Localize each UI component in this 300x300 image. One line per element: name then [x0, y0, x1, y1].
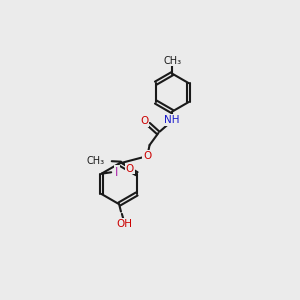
Text: I: I — [116, 166, 119, 178]
Text: O: O — [126, 164, 134, 174]
Text: O: O — [143, 151, 152, 161]
Text: O: O — [140, 116, 148, 127]
Text: OH: OH — [116, 219, 132, 229]
Text: CH₃: CH₃ — [86, 156, 104, 166]
Text: NH: NH — [164, 115, 180, 125]
Text: O: O — [143, 151, 152, 161]
Text: CH₃: CH₃ — [163, 56, 181, 66]
